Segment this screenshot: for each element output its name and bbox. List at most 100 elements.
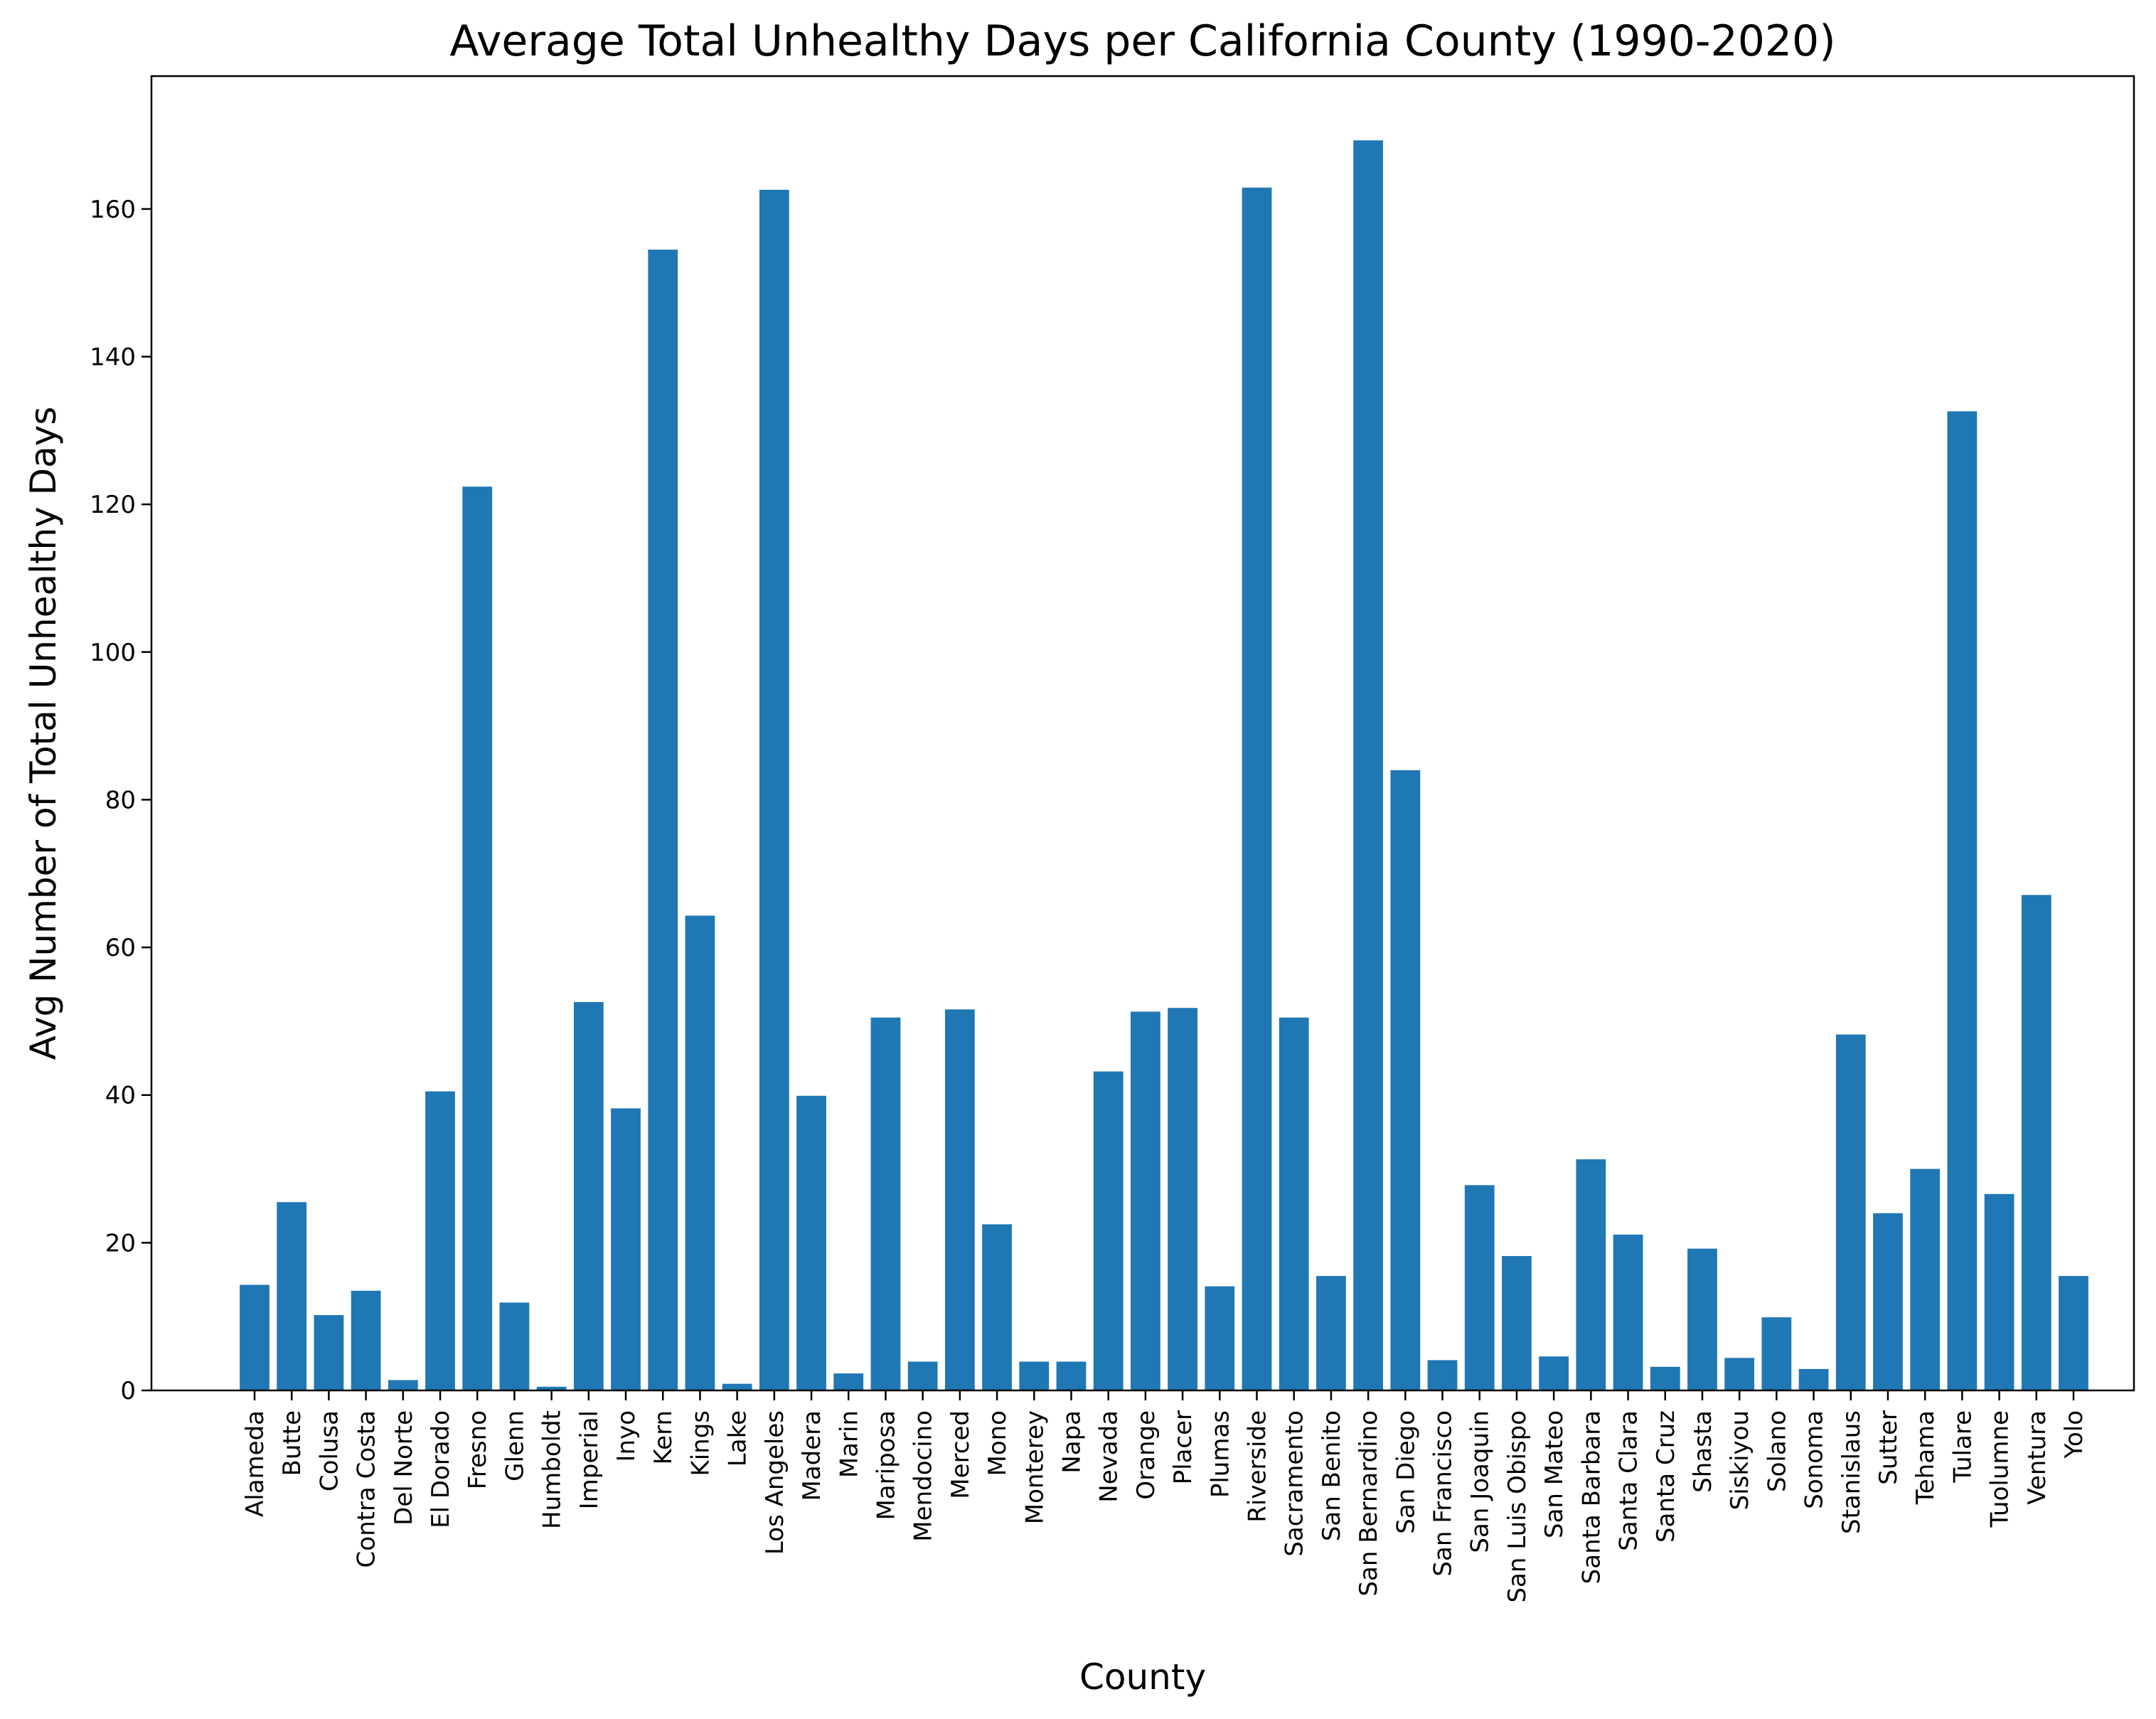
bar [2021, 895, 2051, 1390]
x-tick-label: Alameda [241, 1410, 270, 1517]
x-tick-label: Yolo [2060, 1410, 2088, 1459]
bar [425, 1091, 455, 1390]
x-tick-label: Contra Costa [353, 1410, 381, 1568]
bar [796, 1095, 826, 1390]
x-tick-label: Napa [1057, 1410, 1086, 1474]
x-tick-label: San Diego [1392, 1410, 1420, 1534]
x-tick-label: Mendocino [909, 1410, 938, 1542]
y-tick-label: 40 [105, 1082, 136, 1110]
x-tick-label: San Francisco [1429, 1410, 1458, 1577]
bar [351, 1290, 381, 1390]
x-tick-label: Santa Barbara [1577, 1410, 1606, 1584]
bar [1724, 1358, 1755, 1390]
bar [1984, 1193, 2014, 1390]
y-tick-label: 20 [105, 1229, 136, 1257]
bar [759, 189, 789, 1390]
bar [1539, 1356, 1569, 1390]
y-axis: 0 20 40 60 80 100 120 140 160 [90, 196, 151, 1405]
x-tick-label: Monterey [1020, 1410, 1049, 1524]
x-tick-label: El Dorado [427, 1410, 455, 1528]
bar [573, 1001, 604, 1390]
x-tick-label: Riverside [1244, 1410, 1272, 1523]
x-tick-label: San Joaquin [1466, 1410, 1495, 1553]
y-tick-label: 160 [90, 196, 136, 224]
x-tick-label: Shasta [1689, 1410, 1717, 1493]
bar [1056, 1361, 1087, 1390]
bar [536, 1386, 567, 1390]
bar [1798, 1368, 1829, 1390]
bar [1353, 140, 1383, 1390]
bar [1761, 1317, 1792, 1390]
x-tick-label: San Luis Obispo [1503, 1410, 1532, 1603]
x-axis: Alameda Butte Colusa Contra Costa Del Norte E… [241, 1390, 2088, 1603]
x-tick-label: Santa Cruz [1652, 1410, 1680, 1543]
y-axis-label: Avg Number of Total Unhealthy Days [23, 407, 64, 1060]
bar [314, 1315, 344, 1390]
y-tick-label: 140 [90, 344, 136, 372]
x-axis-label: County [1079, 1656, 1206, 1698]
bar [499, 1302, 530, 1390]
x-tick-label: Marin [835, 1410, 863, 1478]
x-tick-label: Humboldt [538, 1410, 567, 1529]
x-tick-label: San Mateo [1540, 1410, 1569, 1538]
x-tick-label: Inyo [612, 1410, 641, 1462]
x-tick-label: Plumas [1206, 1410, 1234, 1498]
bar [722, 1383, 752, 1390]
x-tick-label: Kings [686, 1410, 715, 1476]
x-tick-label: Mariposa [872, 1410, 900, 1521]
bar [945, 1009, 975, 1390]
bar [1316, 1276, 1346, 1390]
bar [1131, 1011, 1160, 1390]
y-tick-label: 120 [90, 491, 136, 519]
x-tick-label: Imperial [575, 1410, 604, 1509]
y-tick-label: 100 [90, 639, 136, 667]
bar [870, 1017, 901, 1390]
bar [1464, 1185, 1495, 1390]
bar [1390, 770, 1421, 1390]
y-tick-label: 60 [105, 934, 136, 962]
bar [1687, 1248, 1717, 1390]
bar [1613, 1234, 1643, 1390]
x-tick-label: Solano [1763, 1410, 1791, 1492]
bar [1650, 1366, 1680, 1390]
bar [1873, 1213, 1903, 1390]
bar [1279, 1017, 1309, 1390]
x-tick-label: Placer [1169, 1410, 1197, 1484]
x-tick-label: Del Norte [390, 1410, 418, 1526]
x-tick-label: Mono [983, 1410, 1012, 1476]
bar [907, 1361, 938, 1390]
y-tick-label: 80 [105, 786, 136, 814]
plot-frame [150, 75, 2135, 1392]
x-tick-label: Merced [946, 1410, 975, 1499]
x-tick-label: Tulare [1948, 1410, 1977, 1484]
bar [1093, 1071, 1124, 1390]
x-tick-label: Madera [798, 1410, 826, 1501]
x-tick-label: Fresno [464, 1410, 492, 1489]
bar [388, 1380, 418, 1390]
bars-layer [240, 140, 2088, 1391]
bar [1205, 1286, 1235, 1390]
bar [648, 249, 678, 1391]
x-tick-label: Butte [278, 1410, 306, 1476]
bar [685, 915, 715, 1390]
x-tick-label: Ventura [2023, 1410, 2051, 1505]
bar [1242, 187, 1272, 1390]
bar [1947, 411, 1978, 1390]
bar [462, 486, 493, 1390]
bar [1835, 1034, 1866, 1390]
x-tick-label: Sutter [1874, 1410, 1903, 1485]
bar [833, 1373, 864, 1390]
x-tick-label: Sacramento [1281, 1410, 1309, 1557]
bar [277, 1202, 307, 1390]
x-tick-label: Tuolumne [1986, 1410, 2014, 1528]
x-tick-label: Orange [1132, 1410, 1160, 1500]
x-tick-label: Glenn [501, 1410, 529, 1481]
bar [1910, 1169, 1941, 1390]
x-tick-label: Stanislaus [1837, 1410, 1866, 1534]
x-tick-label: San Bernardino [1355, 1410, 1383, 1597]
bar [982, 1224, 1012, 1390]
bar [1502, 1256, 1532, 1390]
x-tick-label: Tehama [1911, 1410, 1940, 1505]
